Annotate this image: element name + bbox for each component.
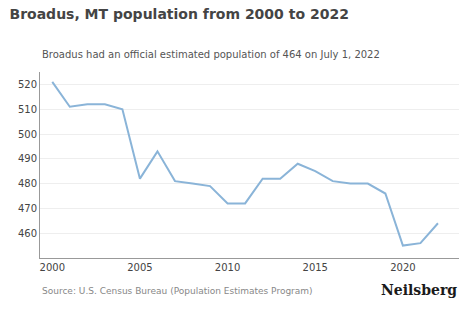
svg-text:Broadus had an official estima: Broadus had an official estimated popula… — [42, 49, 380, 60]
svg-text:Source: U.S. Census Bureau (Po: Source: U.S. Census Bureau (Population E… — [42, 286, 313, 296]
svg-text:2005: 2005 — [127, 262, 152, 273]
svg-text:2000: 2000 — [40, 262, 65, 273]
svg-text:Neilsberg: Neilsberg — [381, 282, 457, 298]
svg-text:500: 500 — [18, 129, 37, 140]
svg-text:Broadus, MT population from 20: Broadus, MT population from 2000 to 2022 — [9, 6, 348, 22]
svg-text:2010: 2010 — [215, 262, 240, 273]
svg-text:480: 480 — [18, 178, 37, 189]
svg-text:2015: 2015 — [303, 262, 328, 273]
svg-text:460: 460 — [18, 228, 37, 239]
svg-text:490: 490 — [18, 153, 37, 164]
svg-text:470: 470 — [18, 203, 37, 214]
svg-text:510: 510 — [18, 104, 37, 115]
svg-text:2020: 2020 — [390, 262, 415, 273]
svg-text:520: 520 — [18, 79, 37, 90]
